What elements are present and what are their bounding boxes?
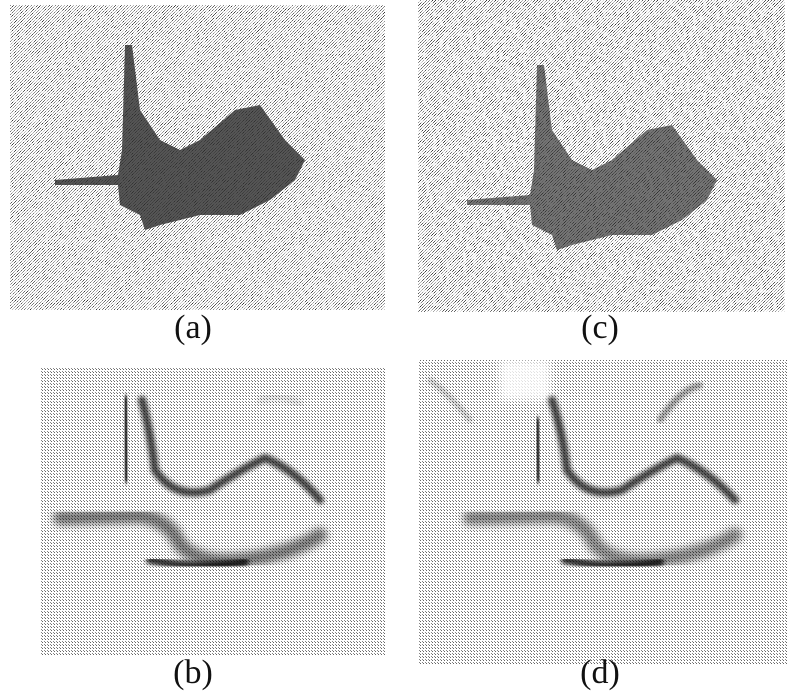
panel-b-image <box>40 368 385 655</box>
panel-label: (a) <box>174 309 212 346</box>
panel-label: (d) <box>580 654 620 691</box>
panel-c-image <box>418 0 785 312</box>
figure: (a) (c) (b) (d) <box>0 0 789 696</box>
panel-d-image <box>418 360 787 665</box>
panel-a-image <box>10 5 385 310</box>
panel-label: (b) <box>173 654 213 691</box>
page: (a) (c) (b) (d) (() => { const data <box>0 0 789 696</box>
panel-label: (c) <box>581 309 619 346</box>
